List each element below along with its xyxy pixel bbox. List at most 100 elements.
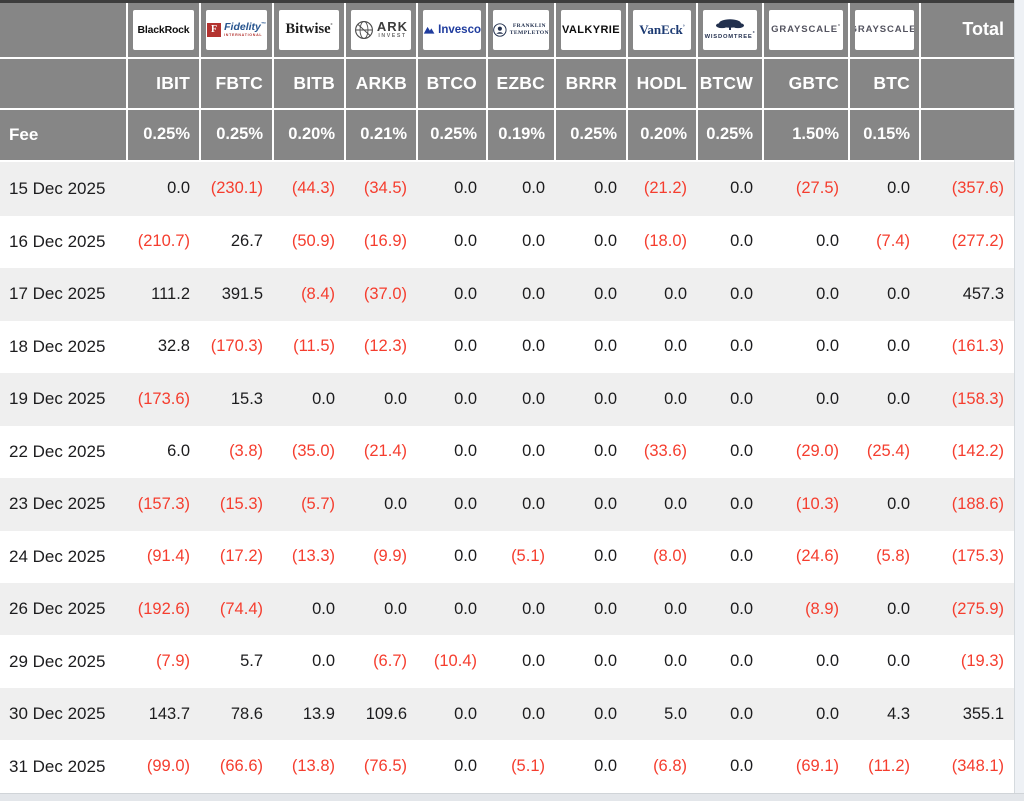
table-header: BlackRock F Fidelity™ INTERNATIONAL Bitwise°… [0,1,1014,162]
table-row: 15 Dec 2025 0.0 (230.1) (44.3) (34.5) 0.0 0.0 0… [0,160,1014,216]
table-row: 17 Dec 2025 111.2 391.5 (8.4) (37.0) 0.0 0.0 0.… [0,268,1014,321]
row-date: 18 Dec 2025 [0,320,127,374]
flow-value-BITB: (13.3) [273,530,345,583]
flow-value-BITB: (11.5) [273,320,345,374]
flow-value-EZBC: (5.1) [487,740,555,793]
flow-value-EZBC: 0.0 [487,215,555,269]
flow-value-FBTC: 391.5 [200,268,273,321]
flow-value-FBTC: (15.3) [200,478,273,531]
provider-logo-cell-BITB: Bitwise° [273,1,346,59]
row-date: 23 Dec 2025 [0,478,127,531]
flow-value-BTC: 0.0 [849,268,920,321]
table-row: 24 Dec 2025 (91.4) (17.2) (13.3) (9.9) 0.0 (5.… [0,530,1014,583]
provider-logo-cell-EZBC: FRANKLIN TEMPLETON [487,1,556,59]
fee-IBIT: 0.25% [127,108,201,162]
flow-value-ARKB: 109.6 [345,687,417,741]
flow-value-GBTC: 0.0 [763,373,849,426]
ticker-BTC: BTC [849,57,921,110]
grayscale-wordmark: GRAYSCALE° [771,24,841,36]
logo-franklin: FRANKLIN TEMPLETON [493,9,549,50]
flow-value-FBTC: (3.8) [200,425,273,479]
flow-value-IBIT: (210.7) [127,215,200,269]
row-total-value: (19.3) [920,635,1014,688]
flow-value-GBTC: (29.0) [763,425,849,479]
flow-value-BRRR: 0.0 [555,425,627,479]
row-total-value: (188.6) [920,478,1014,531]
logo-grayscale: GRAYSCALE° [769,9,843,50]
flow-data-body: 15 Dec 2025 0.0 (230.1) (44.3) (34.5) 0.0 0.0 0… [0,160,1014,793]
franklin-line1: FRANKLIN [512,23,546,30]
invesco-wordmark: Invesco [438,23,481,36]
blackrock-wordmark: BlackRock [137,23,190,36]
scrollbar-track[interactable] [1014,0,1024,793]
flow-value-BITB: (44.3) [273,160,345,216]
flow-value-FBTC: (74.4) [200,583,273,636]
trademark-icon: ° [752,31,756,38]
table-row: 31 Dec 2025 (99.0) (66.6) (13.8) (76.5) 0.0 (5… [0,740,1014,793]
fidelity-f-icon: F [207,22,222,37]
franklin-text: FRANKLIN TEMPLETON [510,23,549,36]
flow-value-BRRR: 0.0 [555,215,627,269]
row-total-value: (277.2) [920,215,1014,269]
flow-value-EZBC: 0.0 [487,478,555,531]
flow-value-ARKB: (76.5) [345,740,417,793]
provider-logo-row: BlackRock F Fidelity™ INTERNATIONAL Bitwise°… [0,1,1014,59]
franklin-line2: TEMPLETON [509,29,549,36]
flow-value-BITB: 0.0 [273,635,345,688]
row-date: 16 Dec 2025 [0,215,127,269]
flow-value-BITB: 13.9 [273,687,345,741]
flow-value-BTCW: 0.0 [697,320,763,374]
flow-value-ARKB: 0.0 [345,478,417,531]
flow-value-HODL: 0.0 [627,478,697,531]
flow-value-BTC: (25.4) [849,425,920,479]
flow-value-GBTC: 0.0 [763,215,849,269]
ark-subtext: INVEST [378,33,407,40]
table-row: 18 Dec 2025 32.8 (170.3) (11.5) (12.3) 0.0 0.0… [0,320,1014,374]
flow-value-BTC: 0.0 [849,583,920,636]
flow-value-BTCO: 0.0 [417,160,487,216]
fidelity-text: Fidelity™ INTERNATIONAL [224,22,266,37]
row-total-value: (275.9) [920,583,1014,636]
row-date: 22 Dec 2025 [0,425,127,479]
flow-value-BTCO: (10.4) [417,635,487,688]
horizontal-scrollbar-track[interactable] [0,793,1024,801]
flow-value-EZBC: 0.0 [487,373,555,426]
flow-value-BRRR: 0.0 [555,320,627,374]
flow-value-BTCO: 0.0 [417,478,487,531]
flow-value-BITB: (50.9) [273,215,345,269]
fidelity-wordmark: Fidelity™ [224,21,266,34]
flow-value-ARKB: (37.0) [345,268,417,321]
flow-value-HODL: 5.0 [627,687,697,741]
ticker-IBIT: IBIT [127,57,201,110]
provider-logo-cell-FBTC: F Fidelity™ INTERNATIONAL [200,1,274,59]
flow-value-GBTC: 0.0 [763,268,849,321]
flow-value-BTCW: 0.0 [697,268,763,321]
provider-logo-cell-BTCO: Invesco [417,1,488,59]
row-date: 19 Dec 2025 [0,373,127,426]
flow-value-FBTC: (230.1) [200,160,273,216]
flow-value-BTCO: 0.0 [417,268,487,321]
fee-ARKB: 0.21% [345,108,418,162]
flow-value-GBTC: 0.0 [763,320,849,374]
flow-value-EZBC: 0.0 [487,583,555,636]
flow-value-EZBC: 0.0 [487,425,555,479]
trademark-icon: ™ [260,21,266,28]
wisdomtree-tree-icon [716,19,744,31]
row-date: 24 Dec 2025 [0,530,127,583]
flow-value-FBTC: 5.7 [200,635,273,688]
provider-logo-cell-BTC: GRAYSCALE° [849,1,921,59]
trademark-icon: ° [837,24,841,31]
flow-value-BITB: 0.0 [273,583,345,636]
flow-value-IBIT: (91.4) [127,530,200,583]
ticker-GBTC: GBTC [763,57,850,110]
provider-logo-cell-BTCW: WISDOMTREE° [697,1,764,59]
flow-value-BRRR: 0.0 [555,160,627,216]
fee-BITB: 0.20% [273,108,346,162]
flow-value-BTCW: 0.0 [697,530,763,583]
logo-vaneck: VanEck° [633,9,691,50]
flow-value-BTCO: 0.0 [417,425,487,479]
flow-value-HODL: 0.0 [627,268,697,321]
flow-value-IBIT: (173.6) [127,373,200,426]
fee-BTC: 0.15% [849,108,921,162]
